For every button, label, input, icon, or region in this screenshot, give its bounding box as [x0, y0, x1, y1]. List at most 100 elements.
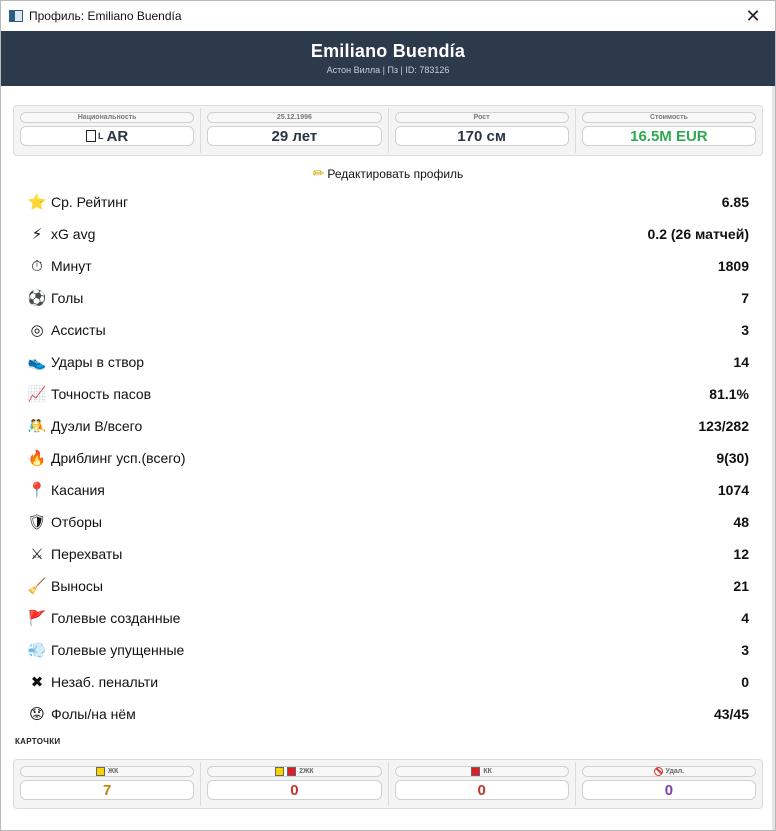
stat-value: 3	[741, 642, 749, 658]
stat-row: 👟 Удары в створ 14	[27, 346, 749, 378]
card-label: Удал.	[581, 766, 756, 777]
broom-icon: 🧹	[27, 578, 47, 595]
card-value: 0	[581, 780, 756, 800]
stat-row: 🤼 Дуэли В/всего 123/282	[27, 410, 749, 442]
stat-label: Выносы	[51, 578, 103, 594]
stat-value: 21	[733, 578, 749, 594]
stat-label: Точность пасов	[51, 386, 152, 402]
stat-label: Ассисты	[51, 322, 106, 338]
stat-value: 4	[741, 610, 749, 626]
card-label-text: КК	[483, 768, 492, 775]
card-label-text: Удал.	[665, 768, 685, 775]
info-label: Стоимость	[581, 112, 756, 123]
red-card-icon	[471, 767, 481, 776]
card-sent-off: Удал. 0	[576, 762, 762, 806]
flag-icon	[86, 130, 97, 142]
chart-increasing-icon: 📈	[27, 386, 47, 403]
no-entry-icon	[653, 767, 663, 776]
stat-label: xG avg	[51, 226, 96, 242]
stat-left: ⏱ Минут	[27, 256, 92, 276]
stat-label: Незаб. пенальти	[51, 674, 159, 690]
stat-row: 😟 Фолы/на нём 43/45	[27, 698, 749, 730]
flag-icon: 🚩	[27, 610, 47, 627]
stat-label: Голевые упущенные	[51, 642, 185, 658]
window-title: Профиль: Emiliano Buendía	[29, 9, 182, 23]
stat-left: 🤼 Дуэли В/всего	[27, 416, 143, 436]
stat-row: ⚔ Перехваты 12	[27, 538, 749, 570]
stat-label: Фолы/на нём	[51, 706, 136, 722]
stat-value: 48	[733, 514, 749, 530]
stat-left: ⚡ xG avg	[27, 224, 96, 244]
card-label: КК	[394, 766, 569, 777]
card-second-yellow: 2ЖК 0	[201, 762, 389, 806]
card-label-text: ЖК	[107, 768, 119, 775]
stat-value: 123/282	[698, 418, 749, 434]
info-label: Рост	[394, 112, 569, 123]
stat-row: ◎ Ассисты 3	[27, 314, 749, 346]
stat-left: 📈 Точность пасов	[27, 384, 151, 404]
stat-left: ⚔ Перехваты	[27, 544, 122, 564]
stat-label: Ср. Рейтинг	[51, 194, 129, 210]
stat-left: 🧹 Выносы	[27, 576, 103, 596]
stat-left: ✖ Незаб. пенальти	[27, 672, 158, 692]
info-bar: Национальность L AR 25.12.1996 29 лет Рос…	[13, 105, 763, 156]
stat-row: 🧹 Выносы 21	[27, 570, 749, 602]
stat-left: 📍 Касания	[27, 480, 105, 500]
star-icon: ⭐	[27, 194, 47, 211]
stat-left: ⚽ Голы	[27, 288, 84, 308]
stat-label: Дуэли В/всего	[51, 418, 143, 434]
cross-mark-icon: ✖	[30, 674, 44, 691]
stat-label: Удары в створ	[51, 354, 145, 370]
edit-profile-label: Редактировать профиль	[327, 167, 464, 181]
stat-value: 12	[733, 546, 749, 562]
stat-label: Голы	[51, 290, 84, 306]
stat-left: 👟 Удары в створ	[27, 352, 144, 372]
info-value: 170 см	[394, 126, 569, 146]
card-yellow: ЖК 7	[14, 762, 202, 806]
stat-label: Голевые созданные	[51, 610, 181, 626]
card-value: 7	[20, 780, 195, 800]
stat-row: 📍 Касания 1074	[27, 474, 749, 506]
stat-value: 14	[733, 354, 749, 370]
soccer-ball-icon: ⚽	[27, 290, 47, 307]
card-label: 2ЖК	[207, 766, 382, 777]
info-birthdate: 25.12.1996 29 лет	[201, 108, 389, 153]
info-height: Рост 170 см	[389, 108, 576, 153]
player-header: Emiliano Buendía Астон Вилла | Пз | ID: …	[1, 31, 775, 86]
stat-value: 0	[741, 674, 749, 690]
stat-row: ✖ Незаб. пенальти 0	[27, 666, 749, 698]
worried-face-icon: 😟	[29, 706, 45, 723]
stat-left: ⭐ Ср. Рейтинг	[27, 192, 128, 212]
stat-left: 🚩 Голевые созданные	[27, 608, 181, 628]
player-subtitle: Астон Вилла | Пз | ID: 783126	[326, 65, 450, 75]
app-window-icon	[9, 10, 23, 22]
pencil-icon: ✏	[312, 165, 325, 181]
stat-value: 6.85	[721, 194, 749, 210]
card-label: ЖК	[20, 766, 195, 777]
stat-value: 43/45	[713, 706, 749, 722]
player-name: Emiliano Buendía	[310, 41, 466, 61]
close-button[interactable]: ✕	[745, 5, 761, 26]
red-card-icon	[287, 767, 297, 776]
edit-profile-button[interactable]: ✏ Редактировать профиль	[1, 165, 775, 182]
pushpin-icon: 📍	[27, 482, 47, 499]
stat-row: ⚡ xG avg 0.2 (26 матчей)	[27, 218, 749, 250]
dash-away-icon: 💨	[27, 642, 47, 659]
card-red: КК 0	[389, 762, 576, 806]
yellow-card-icon	[95, 767, 105, 776]
stat-row: ⭐ Ср. Рейтинг 6.85	[27, 186, 749, 218]
card-value: 0	[207, 780, 382, 800]
stat-value: 7	[741, 290, 749, 306]
stat-row: 💨 Голевые упущенные 3	[27, 634, 749, 666]
scrollbar[interactable]	[772, 86, 775, 830]
info-label: Национальность	[20, 112, 195, 123]
info-nationality: Национальность L AR	[14, 108, 202, 153]
flag-prefix: L	[98, 131, 104, 141]
card-label-text: 2ЖК	[299, 768, 314, 775]
stat-value: 81.1%	[709, 386, 749, 402]
stat-value: 3	[741, 322, 749, 338]
info-value: 16.5M EUR	[581, 126, 756, 146]
stat-label: Минут	[51, 258, 92, 274]
cards-section-title: КАРТОЧКИ	[15, 737, 61, 746]
